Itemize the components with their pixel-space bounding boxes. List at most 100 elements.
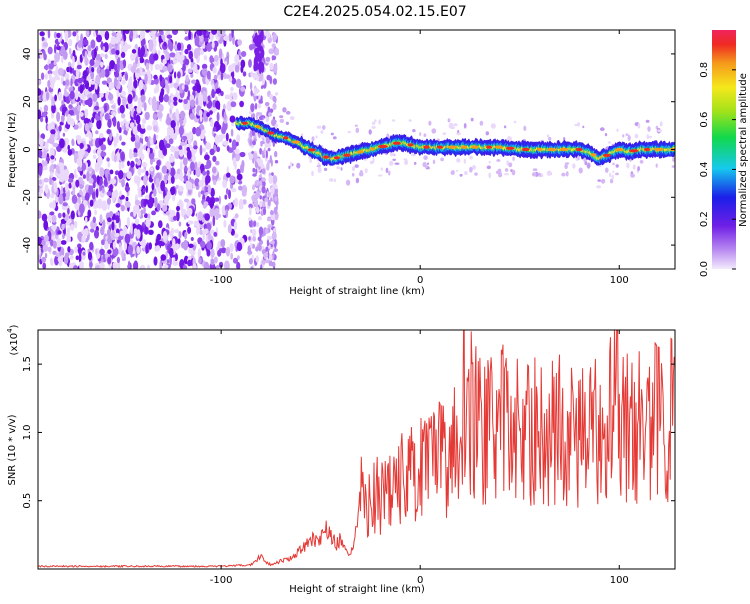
noise-blob	[114, 37, 120, 44]
noise-blob	[81, 180, 85, 186]
noise-blob	[145, 30, 150, 33]
noise-blob	[186, 149, 192, 160]
noise-blob	[70, 78, 73, 87]
noise-blob	[63, 91, 70, 97]
noise-blob	[127, 160, 130, 167]
noise-blob	[169, 75, 173, 84]
noise-blob	[169, 41, 174, 52]
y-tick-label: -20	[22, 189, 33, 205]
noise-blob	[394, 162, 400, 165]
snr-scale-exponent: 4	[6, 328, 14, 333]
noise-blob	[564, 162, 570, 165]
noise-blob	[531, 172, 537, 177]
figure-title: C2E4.2025.054.02.15.E07	[283, 4, 466, 20]
noise-blob	[203, 261, 210, 269]
noise-blob	[234, 148, 240, 155]
noise-blob	[378, 119, 381, 125]
noise-blob	[160, 254, 167, 261]
noise-blob	[184, 231, 188, 240]
noise-blob	[197, 93, 204, 104]
noise-blob	[195, 35, 200, 45]
noise-blob	[408, 119, 412, 122]
noise-blob	[92, 183, 96, 189]
noise-blob	[248, 203, 253, 209]
noise-blob	[252, 235, 256, 242]
noise-blob	[174, 244, 179, 251]
noise-blob	[486, 165, 491, 170]
noise-blob	[183, 98, 188, 105]
colorbar-label: Normalized spectral amplitude	[738, 73, 749, 227]
noise-blob	[256, 206, 260, 214]
noise-blob	[479, 120, 484, 126]
noise-blob	[175, 146, 180, 152]
noise-blob	[261, 177, 266, 182]
noise-blob	[94, 200, 100, 209]
noise-blob	[104, 68, 110, 78]
noise-blob	[412, 129, 416, 133]
spectrogram-x-axis-label: Height of straight line (km)	[289, 286, 425, 297]
noise-blob	[111, 48, 116, 55]
noise-blob	[211, 166, 217, 174]
noise-blob	[120, 113, 126, 119]
noise-blob	[251, 228, 257, 237]
noise-blob	[138, 210, 141, 218]
noise-blob	[82, 39, 89, 46]
noise-blob	[49, 211, 55, 216]
noise-blob	[187, 170, 190, 181]
noise-blob	[66, 226, 71, 235]
noise-blob	[232, 257, 239, 264]
noise-blob	[84, 50, 88, 59]
noise-blob	[119, 230, 125, 237]
noise-blob	[111, 32, 117, 37]
noise-blob	[56, 32, 61, 39]
noise-blob	[159, 63, 162, 70]
noise-blob	[44, 73, 48, 80]
noise-blob	[546, 134, 550, 138]
noise-blob	[193, 145, 198, 150]
noise-blob	[254, 102, 258, 110]
noise-blob	[272, 95, 277, 103]
noise-blob	[267, 235, 272, 241]
noise-blob	[47, 214, 52, 222]
noise-blob	[272, 65, 278, 73]
noise-blob	[67, 61, 72, 67]
noise-blob	[50, 257, 53, 266]
noise-blob	[354, 164, 359, 168]
noise-blob	[95, 30, 99, 36]
noise-blob	[67, 149, 73, 156]
noise-blob	[61, 99, 65, 105]
noise-blob	[270, 186, 275, 196]
noise-blob	[137, 189, 142, 198]
noise-blob	[142, 118, 147, 125]
noise-blob	[646, 134, 650, 140]
noise-blob	[311, 170, 314, 177]
noise-blob	[158, 35, 162, 44]
noise-blob	[254, 61, 259, 71]
noise-blob	[213, 54, 219, 62]
noise-blob	[216, 112, 220, 122]
noise-blob	[51, 224, 57, 231]
noise-blob	[177, 42, 182, 51]
ridge-hotspot	[575, 147, 583, 152]
noise-blob	[168, 138, 174, 145]
noise-blob	[184, 30, 189, 33]
noise-blob	[609, 178, 614, 184]
noise-blob	[506, 136, 512, 142]
noise-blob	[220, 247, 227, 254]
noise-blob	[226, 145, 230, 152]
noise-blob	[122, 30, 126, 37]
noise-blob	[241, 191, 247, 197]
noise-blob	[56, 43, 59, 48]
noise-blob	[69, 47, 72, 55]
noise-blob	[380, 167, 383, 171]
noise-blob	[138, 57, 145, 64]
noise-blob	[220, 58, 223, 67]
noise-blob	[463, 123, 467, 129]
ridge-hotspot	[291, 140, 301, 144]
noise-blob	[63, 172, 69, 182]
noise-blob	[242, 71, 247, 77]
noise-blob	[133, 260, 139, 269]
noise-blob	[90, 39, 96, 49]
noise-blob	[91, 116, 95, 124]
noise-blob	[655, 163, 658, 168]
